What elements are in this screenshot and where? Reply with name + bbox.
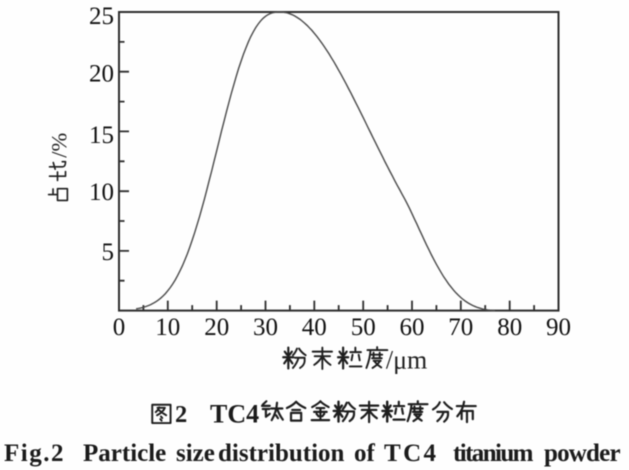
svg-text:70: 70 [448, 314, 473, 341]
svg-text:2: 2 [175, 401, 187, 428]
svg-text:30: 30 [253, 314, 278, 341]
svg-text:10: 10 [155, 314, 180, 341]
svg-text:60: 60 [400, 314, 425, 341]
svg-text:0: 0 [113, 314, 126, 341]
svg-text:90: 90 [546, 314, 571, 341]
svg-text:/μm: /μm [386, 346, 427, 375]
svg-text:80: 80 [497, 314, 522, 341]
svg-text:5: 5 [102, 239, 115, 266]
svg-text:20: 20 [204, 314, 229, 341]
svg-text:15: 15 [89, 122, 114, 149]
svg-text:20: 20 [89, 61, 114, 88]
svg-text:40: 40 [302, 314, 327, 341]
svg-text:25: 25 [89, 3, 114, 30]
svg-text:TC4: TC4 [210, 400, 259, 429]
svg-text:10: 10 [89, 179, 114, 206]
svg-text:50: 50 [351, 314, 376, 341]
svg-text:/%: /% [47, 133, 72, 158]
